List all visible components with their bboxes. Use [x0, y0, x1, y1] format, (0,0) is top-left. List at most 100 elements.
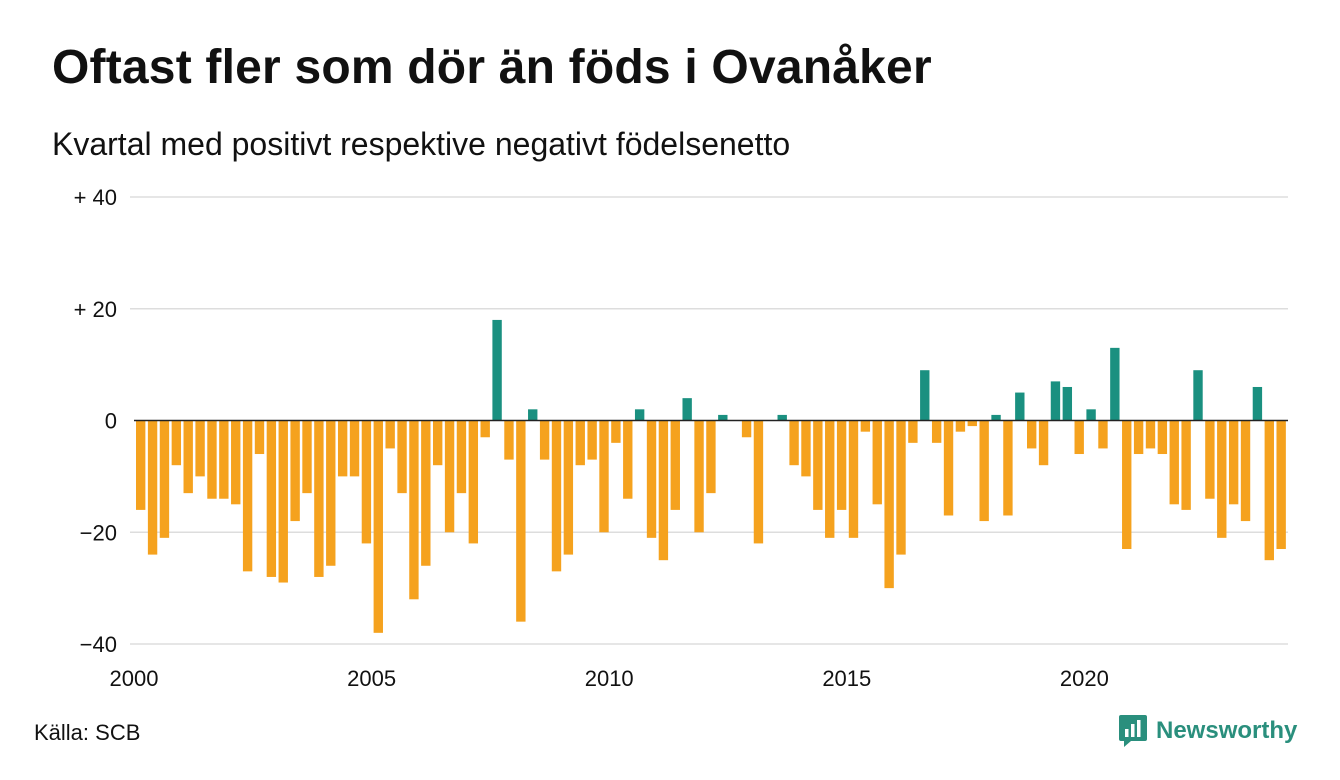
bar [136, 420, 146, 510]
bar [563, 420, 574, 555]
bar [385, 420, 395, 449]
bar [242, 420, 253, 572]
bar [1086, 409, 1096, 421]
bar [1050, 381, 1061, 421]
bar [1169, 420, 1179, 505]
bar [480, 420, 490, 438]
bar [682, 398, 692, 421]
bar [195, 420, 205, 477]
bar [349, 420, 360, 477]
bar [670, 420, 680, 510]
bar [1074, 420, 1084, 455]
bar [753, 420, 764, 544]
bar [492, 319, 502, 421]
bar [943, 420, 954, 516]
bar [1217, 420, 1227, 538]
brand-link[interactable]: Newsworthy [1118, 714, 1297, 748]
bar [694, 420, 704, 533]
bar [444, 420, 455, 533]
bar [314, 420, 324, 577]
bar [337, 420, 348, 477]
bar [1228, 420, 1239, 505]
bar [326, 420, 336, 566]
bar [955, 420, 966, 432]
bar [504, 420, 514, 460]
bar-chart: + 40 + 20 0 −20 −40 2000 2005 2010 2015 2020 [74, 185, 1288, 691]
bar [1240, 420, 1251, 522]
bar [1205, 420, 1215, 499]
bar [1003, 420, 1013, 516]
y-tick-label: + 40 [74, 185, 117, 210]
bar [159, 420, 170, 538]
bar [278, 420, 288, 583]
bar [1145, 420, 1156, 449]
bar [516, 420, 526, 622]
bar [836, 420, 847, 510]
bar [421, 420, 431, 566]
bar [219, 420, 229, 499]
bar [646, 420, 657, 538]
bar [551, 420, 562, 572]
bar [266, 420, 277, 577]
bar [741, 420, 752, 438]
bar [528, 409, 538, 421]
bar [1264, 420, 1274, 561]
bar [147, 420, 158, 555]
brand-name: Newsworthy [1156, 717, 1298, 744]
bar [706, 420, 716, 494]
bar [1276, 420, 1286, 550]
bar [872, 420, 882, 505]
bar [611, 420, 621, 443]
bar [539, 420, 550, 460]
x-tick-label: 2005 [347, 666, 396, 691]
source-note: Källa: SCB [34, 720, 141, 745]
bar [290, 420, 300, 522]
bar [302, 420, 312, 494]
bar [361, 420, 372, 544]
bar [1038, 420, 1049, 466]
bar [967, 420, 977, 427]
bar [468, 420, 479, 544]
bar [896, 420, 906, 555]
bar [1157, 420, 1168, 455]
bar [207, 420, 217, 499]
bar [1133, 420, 1144, 455]
bar [931, 420, 942, 443]
bar [254, 420, 265, 455]
bar [433, 420, 443, 466]
chart-subtitle: Kvartal med positivt respektive negativt… [52, 126, 791, 162]
bar [1122, 420, 1132, 550]
x-tick-label: 2015 [822, 666, 871, 691]
bar [658, 420, 669, 561]
y-tick-label: −40 [80, 632, 117, 657]
bar [1252, 386, 1263, 421]
bar [1181, 420, 1191, 510]
bar [456, 420, 467, 494]
bar [171, 420, 182, 466]
bar [1098, 420, 1108, 449]
bar [884, 420, 894, 589]
chart-title: Oftast fler som dör än föds i Ovanåker [52, 41, 932, 94]
bar [1062, 386, 1073, 421]
bar [397, 420, 407, 494]
bar [1027, 420, 1037, 449]
bar [825, 420, 835, 538]
x-tick-label: 2010 [585, 666, 634, 691]
bar [587, 420, 597, 460]
bar [183, 420, 193, 494]
bar [860, 420, 871, 432]
bar [634, 409, 645, 421]
bar [373, 420, 383, 633]
bar [718, 414, 728, 421]
bar [231, 420, 241, 505]
bar [920, 370, 930, 421]
bar [789, 420, 799, 466]
y-tick-label: −20 [80, 520, 117, 545]
bar [848, 420, 859, 538]
bar [777, 414, 787, 421]
bar [623, 420, 633, 499]
y-tick-label: + 20 [74, 297, 117, 322]
x-tick-label: 2000 [110, 666, 159, 691]
bar [1110, 347, 1120, 421]
bar [813, 420, 823, 510]
